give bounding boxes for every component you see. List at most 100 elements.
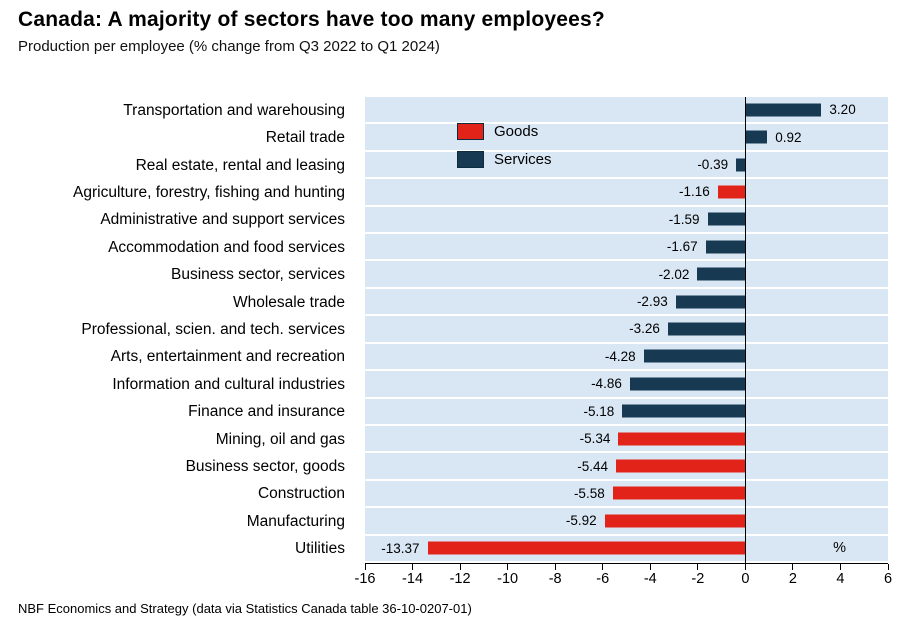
x-tick-label: -12 bbox=[449, 571, 471, 587]
chart-title: Canada: A majority of sectors have too m… bbox=[18, 8, 605, 31]
chart-row: -13.37 bbox=[365, 536, 888, 563]
bar bbox=[604, 514, 746, 528]
legend: Goods Services bbox=[457, 123, 552, 179]
x-tick-mark bbox=[792, 564, 794, 570]
bar bbox=[629, 377, 746, 391]
value-label: -5.34 bbox=[579, 431, 611, 447]
x-tick-mark bbox=[602, 564, 604, 570]
value-label: -5.44 bbox=[577, 458, 609, 474]
bar bbox=[612, 486, 746, 500]
category-label: Administrative and support services bbox=[100, 211, 345, 229]
x-tick-label: -8 bbox=[548, 571, 562, 587]
value-label: -2.02 bbox=[658, 266, 690, 282]
value-label: -13.37 bbox=[381, 540, 420, 556]
bar bbox=[717, 185, 746, 199]
plot-area: Goods Services % 3.20 0.92 -0.39 -1.16 -1.59… bbox=[365, 97, 888, 564]
x-tick-label: -6 bbox=[596, 571, 610, 587]
x-tick-mark bbox=[649, 564, 651, 570]
bar bbox=[707, 212, 746, 226]
category-label: Manufacturing bbox=[246, 512, 345, 530]
value-label: -5.58 bbox=[573, 485, 605, 501]
value-label: -0.39 bbox=[697, 157, 729, 173]
chart-row: 0.92 bbox=[365, 124, 888, 152]
category-axis: Transportation and warehousing Retail tra… bbox=[0, 97, 352, 563]
value-label: -4.28 bbox=[604, 348, 636, 364]
chart-row: -5.44 bbox=[365, 453, 888, 481]
x-tick-label: -14 bbox=[402, 571, 424, 587]
category-label: Business sector, services bbox=[170, 266, 345, 284]
category-label: Retail trade bbox=[265, 129, 345, 147]
value-label: -5.92 bbox=[565, 513, 597, 529]
x-axis-ticks: -16 -14 -12 -10 -8 -6 -4 -2 0 2 4 6 bbox=[355, 564, 892, 592]
category-label: Arts, entertainment and recreation bbox=[110, 348, 345, 366]
legend-label-goods: Goods bbox=[494, 123, 539, 140]
category-label: Utilities bbox=[295, 540, 345, 558]
goods-swatch-icon bbox=[457, 123, 484, 140]
x-tick-label: 2 bbox=[788, 571, 797, 587]
chart-row: -5.18 bbox=[365, 399, 888, 426]
value-label: -2.93 bbox=[636, 294, 668, 310]
value-label: -4.86 bbox=[591, 376, 622, 392]
value-label: -1.59 bbox=[668, 211, 700, 227]
value-label: 0.92 bbox=[775, 129, 802, 145]
legend-item-goods: Goods bbox=[457, 123, 552, 140]
chart-row: -5.58 bbox=[365, 481, 888, 509]
legend-item-services: Services bbox=[457, 151, 552, 168]
chart-row: -4.86 bbox=[365, 371, 888, 399]
percent-axis-label: % bbox=[833, 540, 846, 556]
chart-row: -2.93 bbox=[365, 289, 888, 317]
category-label: Real estate, rental and leasing bbox=[135, 156, 345, 174]
x-tick-label: -2 bbox=[691, 571, 705, 587]
chart-row: -1.67 bbox=[365, 234, 888, 262]
bar bbox=[427, 541, 746, 555]
x-tick-mark bbox=[697, 564, 699, 570]
bar bbox=[736, 158, 746, 172]
chart-row: -5.34 bbox=[365, 426, 888, 454]
legend-label-services: Services bbox=[494, 151, 552, 168]
x-tick-label: 6 bbox=[883, 571, 893, 587]
category-label: Construction bbox=[257, 485, 345, 503]
bar bbox=[675, 295, 746, 309]
x-tick-label: -4 bbox=[643, 571, 657, 587]
category-label: Agriculture, forestry, fishing and hunti… bbox=[73, 183, 345, 201]
chart-row: -1.59 bbox=[365, 207, 888, 235]
category-label: Mining, oil and gas bbox=[215, 430, 345, 448]
value-label: -1.16 bbox=[679, 184, 710, 200]
category-label: Business sector, goods bbox=[185, 458, 345, 476]
x-tick-label: -10 bbox=[497, 571, 519, 587]
value-label: -1.67 bbox=[666, 239, 698, 255]
value-label: -3.26 bbox=[629, 321, 660, 337]
x-tick-mark bbox=[839, 564, 841, 570]
services-swatch-icon bbox=[457, 151, 484, 168]
chart-row: -4.28 bbox=[365, 344, 888, 372]
value-label: 3.20 bbox=[829, 102, 856, 118]
chart-row: -2.02 bbox=[365, 261, 888, 289]
x-tick-mark bbox=[744, 564, 746, 570]
x-tick-mark bbox=[412, 564, 414, 570]
x-tick-label: 4 bbox=[836, 571, 845, 587]
source-footer: NBF Economics and Strategy (data via Sta… bbox=[18, 601, 472, 616]
category-label: Transportation and warehousing bbox=[123, 101, 345, 119]
x-tick-mark bbox=[887, 564, 889, 570]
bar bbox=[622, 404, 746, 418]
x-tick-label: -16 bbox=[354, 571, 376, 587]
bar bbox=[705, 240, 746, 254]
category-label: Finance and insurance bbox=[188, 403, 345, 421]
bar bbox=[697, 267, 746, 281]
chart-row: -5.92 bbox=[365, 508, 888, 536]
category-label: Wholesale trade bbox=[232, 293, 345, 311]
value-label: -5.18 bbox=[583, 403, 615, 419]
bar bbox=[667, 322, 746, 336]
zero-axis-line bbox=[744, 97, 747, 563]
chart-subtitle: Production per employee (% change from Q… bbox=[18, 38, 440, 55]
x-tick-mark bbox=[364, 564, 366, 570]
x-tick-mark bbox=[507, 564, 509, 570]
chart-row: -3.26 bbox=[365, 316, 888, 344]
chart-row: 3.20 bbox=[365, 97, 888, 125]
bar bbox=[745, 103, 822, 117]
x-tick-label: 0 bbox=[741, 571, 750, 587]
bar bbox=[643, 349, 746, 363]
x-tick-mark bbox=[459, 564, 461, 570]
chart-row: -0.39 bbox=[365, 152, 888, 180]
